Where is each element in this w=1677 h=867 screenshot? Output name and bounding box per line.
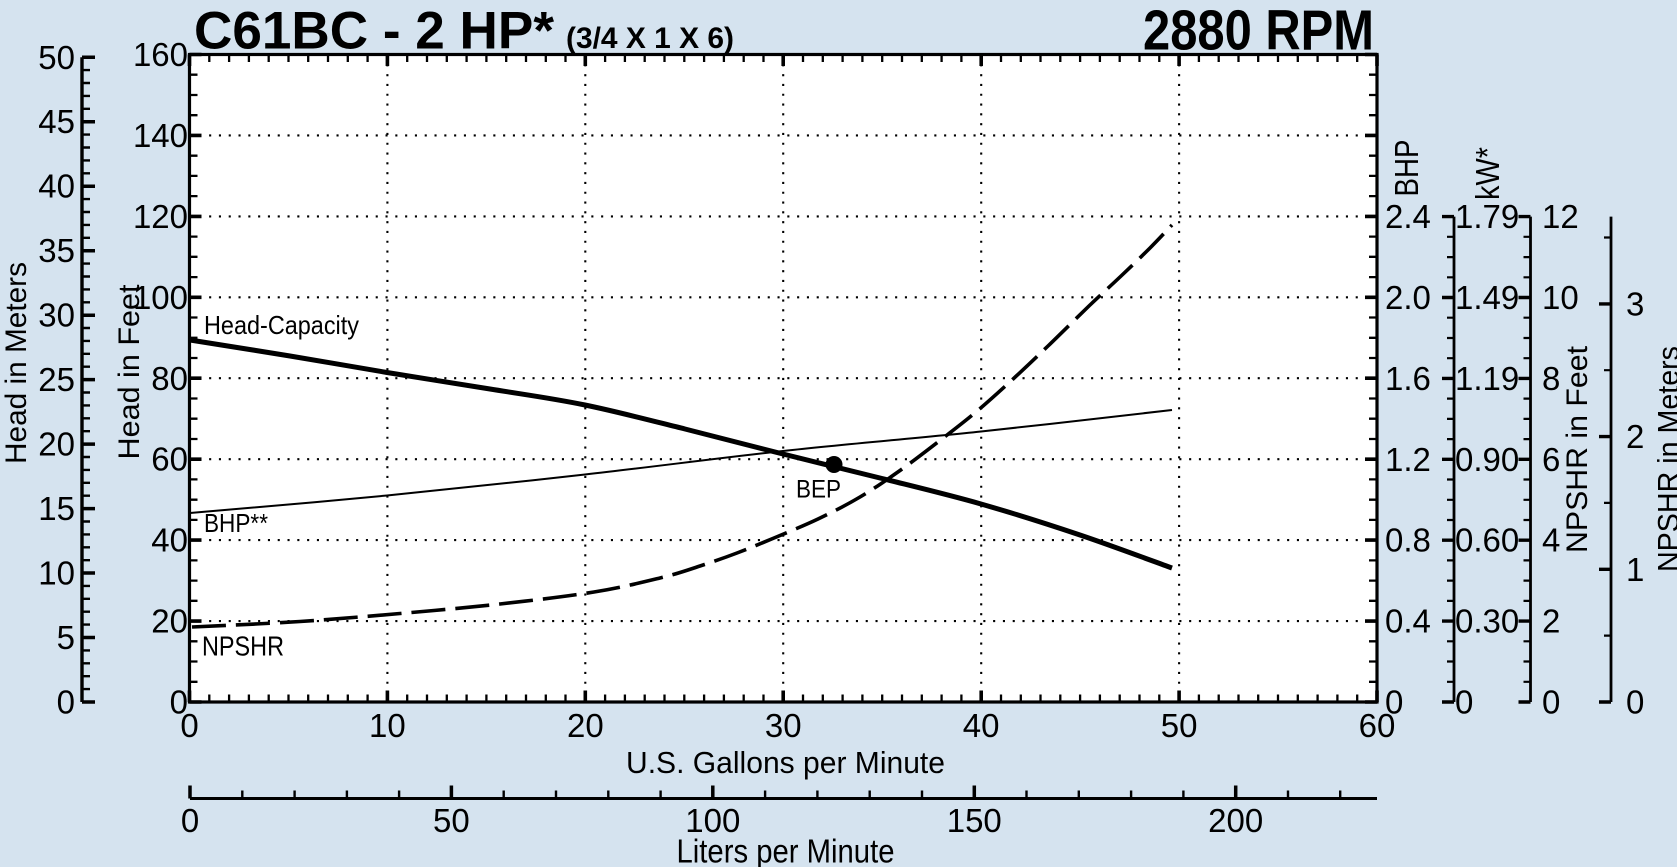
svg-text:0.30: 0.30: [1455, 603, 1519, 640]
svg-text:2.0: 2.0: [1385, 279, 1431, 316]
svg-text:140: 140: [133, 117, 188, 154]
svg-text:3: 3: [1626, 285, 1644, 322]
svg-text:30: 30: [38, 297, 75, 334]
svg-text:BHP**: BHP**: [204, 508, 268, 538]
svg-text:0: 0: [57, 684, 75, 721]
svg-text:30: 30: [765, 707, 802, 744]
svg-text:100: 100: [685, 802, 740, 839]
svg-text:45: 45: [38, 103, 75, 140]
svg-text:10: 10: [369, 707, 406, 744]
svg-text:60: 60: [1359, 707, 1396, 744]
svg-text:35: 35: [38, 232, 75, 269]
svg-text:2.4: 2.4: [1385, 198, 1431, 235]
svg-text:0: 0: [1385, 684, 1403, 721]
svg-text:NPSHR in Meters: NPSHR in Meters: [1653, 346, 1677, 572]
svg-text:BEP: BEP: [796, 476, 841, 504]
svg-text:100: 100: [133, 279, 188, 316]
svg-text:0: 0: [181, 802, 199, 839]
svg-text:50: 50: [38, 39, 75, 76]
svg-text:15: 15: [38, 490, 75, 527]
svg-text:6: 6: [1542, 441, 1560, 478]
svg-text:1: 1: [1626, 551, 1644, 588]
svg-text:Head-Capacity: Head-Capacity: [204, 310, 359, 340]
svg-text:0.4: 0.4: [1385, 603, 1431, 640]
svg-text:Head in Meters: Head in Meters: [0, 262, 33, 464]
svg-text:120: 120: [133, 198, 188, 235]
svg-text:0: 0: [1455, 684, 1473, 721]
svg-text:20: 20: [151, 603, 188, 640]
svg-text:BHP: BHP: [1388, 140, 1425, 197]
svg-text:kW*: kW*: [1469, 147, 1506, 200]
svg-text:20: 20: [38, 426, 75, 463]
svg-text:NPSHR: NPSHR: [202, 631, 284, 662]
svg-text:Head in Feet: Head in Feet: [113, 284, 146, 460]
svg-text:60: 60: [151, 441, 188, 478]
svg-text:0: 0: [1542, 684, 1560, 721]
svg-text:50: 50: [433, 802, 470, 839]
svg-text:C61BC - 2 HP*: C61BC - 2 HP*: [194, 2, 554, 61]
svg-text:1.6: 1.6: [1385, 360, 1431, 397]
svg-text:80: 80: [151, 360, 188, 397]
svg-text:2: 2: [1542, 603, 1560, 640]
svg-text:12: 12: [1542, 198, 1579, 235]
svg-text:200: 200: [1208, 802, 1263, 839]
svg-text:1.79: 1.79: [1455, 198, 1519, 235]
svg-text:1.19: 1.19: [1455, 360, 1519, 397]
svg-text:10: 10: [1542, 279, 1579, 316]
svg-text:20: 20: [567, 707, 604, 744]
svg-text:0.60: 0.60: [1455, 522, 1519, 559]
svg-text:2880 RPM: 2880 RPM: [1143, 0, 1374, 63]
svg-text:Liters per Minute: Liters per Minute: [677, 832, 895, 867]
svg-text:1.49: 1.49: [1455, 279, 1519, 316]
svg-text:40: 40: [151, 522, 188, 559]
svg-text:25: 25: [38, 361, 75, 398]
svg-text:10: 10: [38, 555, 75, 592]
svg-text:0.90: 0.90: [1455, 441, 1519, 478]
svg-text:0: 0: [170, 684, 188, 721]
svg-text:0.8: 0.8: [1385, 522, 1431, 559]
svg-text:8: 8: [1542, 360, 1560, 397]
svg-text:0: 0: [1626, 684, 1644, 721]
svg-text:U.S. Gallons per Minute: U.S. Gallons per Minute: [626, 745, 945, 780]
svg-text:150: 150: [947, 802, 1002, 839]
svg-text:4: 4: [1542, 522, 1560, 559]
svg-text:40: 40: [963, 707, 1000, 744]
svg-text:50: 50: [1161, 707, 1198, 744]
svg-text:NPSHR in Feet: NPSHR in Feet: [1561, 345, 1594, 553]
svg-text:5: 5: [57, 619, 75, 656]
svg-text:(3/4 X 1 X 6): (3/4 X 1 X 6): [566, 22, 734, 55]
svg-text:1.2: 1.2: [1385, 441, 1431, 478]
svg-text:2: 2: [1626, 418, 1644, 455]
svg-text:0: 0: [180, 707, 198, 744]
svg-text:40: 40: [38, 168, 75, 205]
svg-text:160: 160: [133, 36, 188, 73]
